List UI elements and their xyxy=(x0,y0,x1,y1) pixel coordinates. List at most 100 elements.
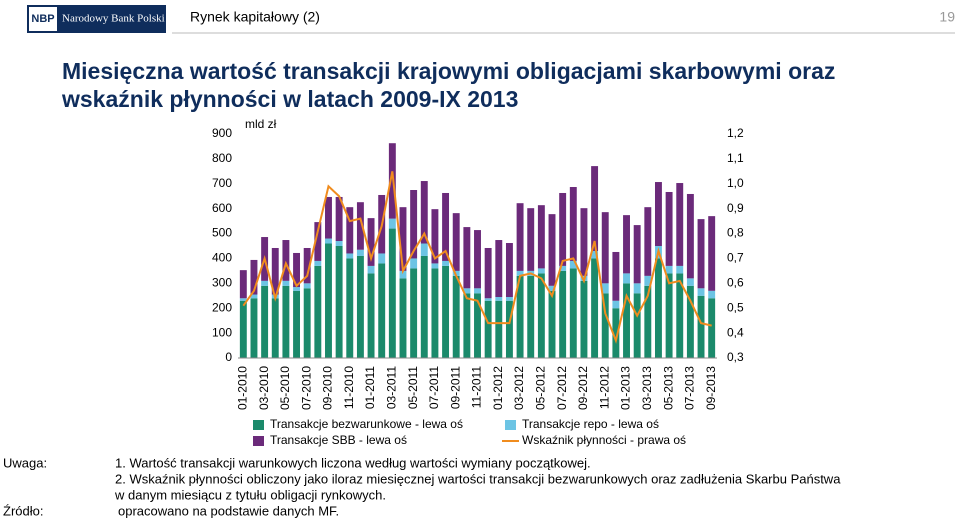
bar-segment xyxy=(431,268,439,358)
bar-segment xyxy=(527,275,535,358)
bar-segment xyxy=(239,298,247,301)
bar-segment xyxy=(569,260,577,269)
bar-segment xyxy=(665,265,673,274)
bar-segment xyxy=(484,247,492,299)
y-axis-label: mld zł xyxy=(245,117,277,131)
bar-segment xyxy=(708,298,716,358)
bank-name: Narodowy Bank Polski xyxy=(62,13,165,25)
bar-segment xyxy=(612,308,620,358)
y2-tick-label: 0,7 xyxy=(727,251,744,265)
section: Rynek kapitałowy (2) xyxy=(190,9,320,25)
bar-segment xyxy=(516,270,524,276)
bar-segment xyxy=(484,300,492,358)
bar-segment xyxy=(303,247,311,284)
x-tick-label: 05-2011 xyxy=(406,366,420,409)
bar-segment xyxy=(601,293,609,358)
bar-segment xyxy=(388,228,396,358)
bar-segment xyxy=(633,225,641,284)
bar-segment xyxy=(505,300,513,358)
bar-segment xyxy=(623,283,630,358)
y2-tick-label: 1,2 xyxy=(727,126,744,140)
y-tick-label: 200 xyxy=(212,300,232,314)
bar-segment xyxy=(686,278,694,286)
x-tick-label: 07-2010 xyxy=(299,366,313,410)
bar-segment xyxy=(303,288,311,358)
bar-segment xyxy=(665,191,673,266)
bar-segment xyxy=(676,183,684,266)
bar-segment xyxy=(569,268,577,358)
bar-segment xyxy=(250,298,258,358)
chart-title: wskaźnik płynności w latach 2009-IX 2013 xyxy=(61,86,518,112)
bar-segment xyxy=(612,300,620,309)
bar-segment xyxy=(282,280,290,286)
bar-segment xyxy=(431,209,439,264)
bar-segment xyxy=(356,249,364,256)
bar-segment xyxy=(654,258,662,358)
bar-segment xyxy=(388,218,396,229)
logo: NBP xyxy=(31,13,54,25)
bar-segment xyxy=(495,297,503,301)
bar-segment xyxy=(601,283,609,294)
bar-segment xyxy=(420,181,428,244)
x-tick-label: 03-2012 xyxy=(512,366,526,410)
note: 2. Wskaźnik płynności obliczony jako ilo… xyxy=(115,471,841,486)
bar-segment xyxy=(686,193,694,279)
bar-segment xyxy=(474,288,481,294)
x-tick-label: 01-2013 xyxy=(619,366,633,410)
y-tick-label: 800 xyxy=(212,151,232,165)
y-tick-label: 0 xyxy=(225,350,232,364)
bar-segment xyxy=(591,258,599,358)
x-tick-label: 09-2013 xyxy=(704,366,718,410)
bar-segment xyxy=(325,196,332,239)
x-tick-label: 07-2013 xyxy=(683,366,697,410)
y-tick-label: 700 xyxy=(212,176,232,190)
bar-segment xyxy=(442,192,450,261)
bar-segment xyxy=(442,265,450,358)
bar-segment xyxy=(591,250,599,259)
bar-segment xyxy=(367,265,375,274)
legend-swatch xyxy=(505,420,516,430)
bar-segment xyxy=(527,208,535,271)
bar-segment xyxy=(708,290,716,299)
bar-segment xyxy=(261,280,269,286)
bar-segment xyxy=(495,300,503,358)
bar-segment xyxy=(676,273,684,358)
bar-segment xyxy=(293,290,301,358)
bar-segment xyxy=(420,243,428,256)
bar-segment xyxy=(601,212,609,284)
x-tick-label: 09-2012 xyxy=(576,366,590,410)
bar-segment xyxy=(548,285,556,291)
bar-segment xyxy=(410,268,418,358)
bar-segment xyxy=(314,222,322,261)
bar-segment xyxy=(697,219,705,289)
bar-segment xyxy=(282,240,290,281)
x-tick-label: 03-2010 xyxy=(257,366,271,410)
bar-segment xyxy=(399,207,407,271)
x-tick-label: 03-2011 xyxy=(385,366,399,409)
bar-segment xyxy=(559,270,567,358)
bar-segment xyxy=(580,280,588,358)
y2-tick-label: 1,0 xyxy=(727,176,744,190)
bar-segment xyxy=(505,297,513,301)
bar-segment xyxy=(442,260,450,266)
x-tick-label: 07-2011 xyxy=(427,366,441,409)
x-tick-label: 07-2012 xyxy=(555,366,569,410)
bar-segment xyxy=(644,207,652,276)
bar-segment xyxy=(293,252,301,288)
x-tick-label: 11-2010 xyxy=(342,366,356,409)
bar-segment xyxy=(644,285,652,358)
page-number: 19 xyxy=(939,9,955,25)
bar-segment xyxy=(282,285,290,358)
x-tick-label: 01-2010 xyxy=(235,366,249,410)
bar-segment xyxy=(239,300,247,358)
x-tick-label: 05-2010 xyxy=(278,366,292,410)
bar-segment xyxy=(697,288,705,296)
bar-segment xyxy=(367,273,375,358)
y2-tick-label: 0,3 xyxy=(727,350,744,364)
legend-label: Transakcje repo - lewa oś xyxy=(522,417,659,431)
x-tick-label: 03-2013 xyxy=(640,366,654,410)
bar-segment xyxy=(346,258,354,358)
bar-segment xyxy=(410,258,418,269)
y-tick-label: 100 xyxy=(212,325,232,339)
